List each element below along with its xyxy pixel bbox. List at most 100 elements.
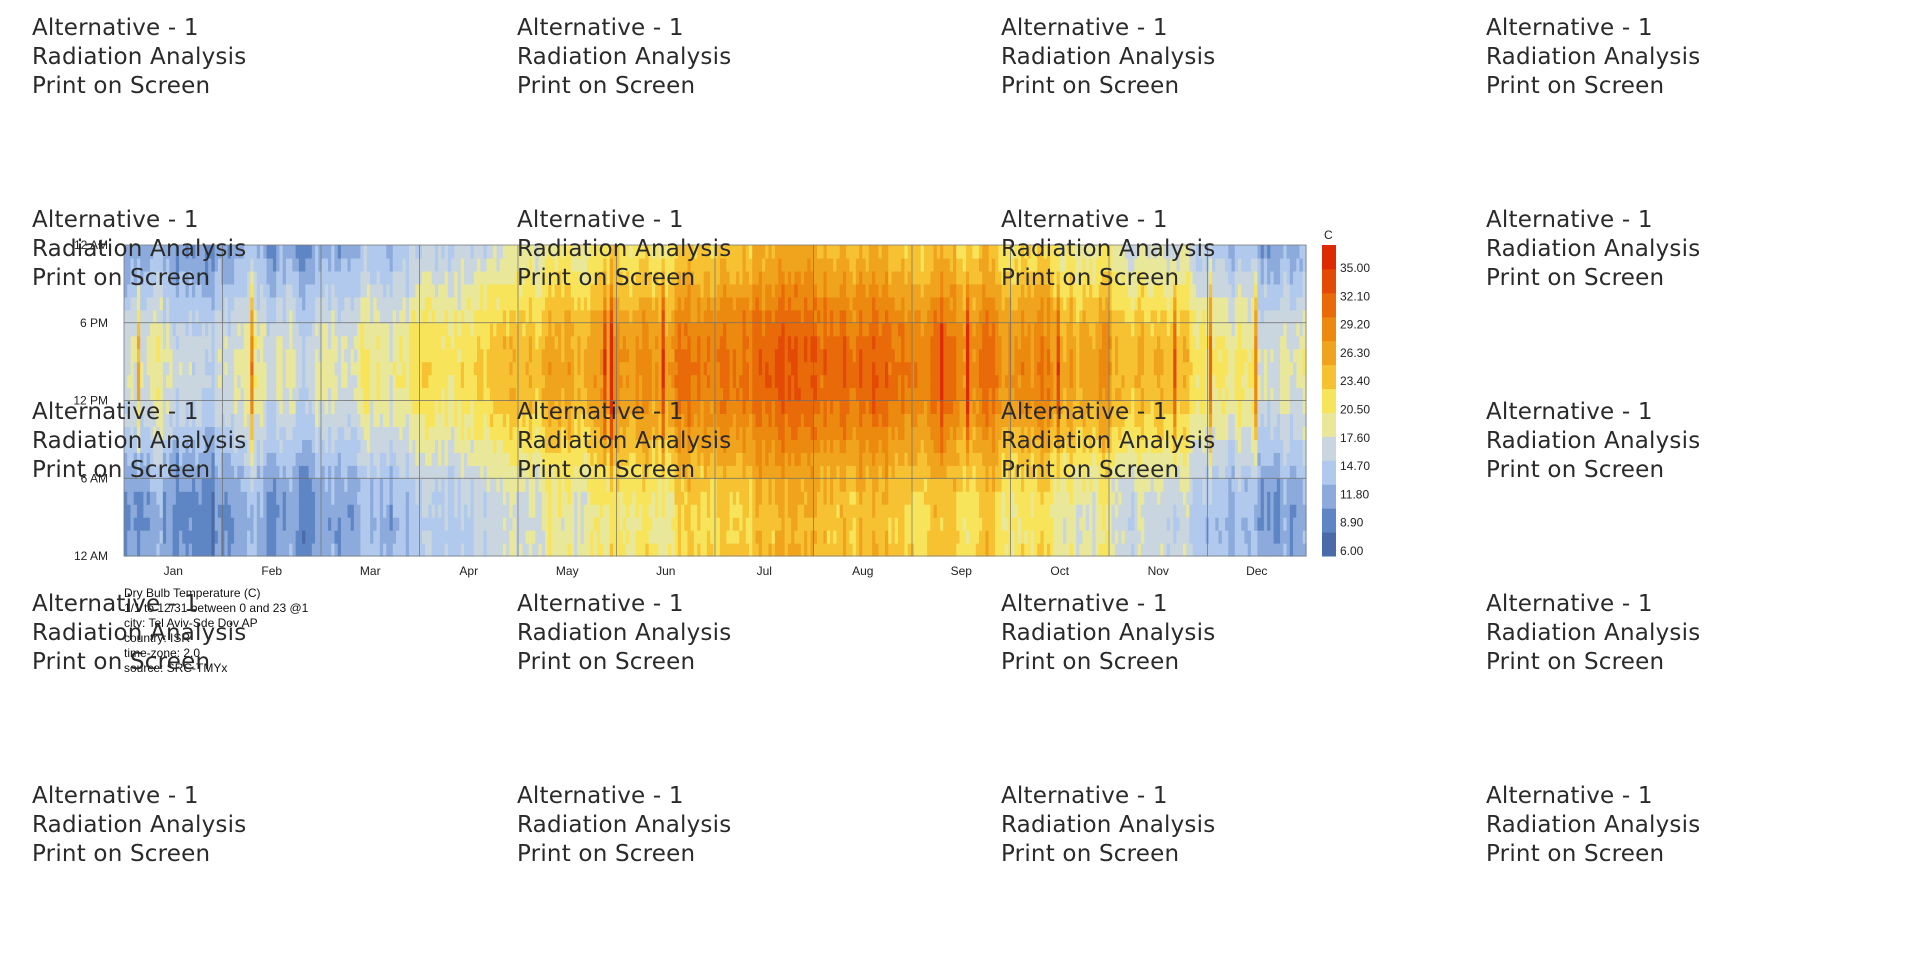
heatmap-cell — [243, 517, 248, 531]
heatmap-cell — [208, 387, 213, 402]
heatmap-cell — [263, 478, 268, 492]
heatmap-cell — [175, 439, 180, 453]
heatmap-cell — [221, 296, 225, 311]
heatmap-cell — [295, 283, 300, 298]
heatmap-cell — [156, 322, 161, 337]
heatmap-cell — [204, 504, 209, 518]
heatmap-cell — [224, 530, 229, 544]
heatmap-cell — [195, 517, 200, 531]
heatmap-cell — [230, 322, 235, 337]
heatmap-cell — [198, 296, 203, 311]
heatmap-cell — [179, 387, 183, 402]
heatmap-cell — [217, 257, 222, 272]
heatmap-cell — [214, 400, 219, 415]
heatmap-cell — [166, 439, 170, 453]
heatmap-cell — [276, 504, 281, 518]
heatmap-cell — [282, 504, 287, 518]
heatmap-cell — [182, 283, 187, 298]
heatmap-cell — [146, 387, 151, 402]
heatmap-cell — [260, 400, 264, 415]
heatmap-cell — [130, 400, 135, 415]
heatmap-cell — [217, 270, 222, 285]
heatmap-cell — [130, 504, 135, 518]
heatmap-cell — [256, 348, 261, 363]
heatmap-cell — [185, 309, 190, 324]
heatmap-cell — [272, 309, 277, 324]
heatmap-cell — [146, 543, 151, 557]
heatmap-cell — [211, 413, 216, 428]
heatmap-cell — [198, 491, 203, 505]
heatmap-cell — [133, 348, 138, 363]
heatmap-cell — [179, 452, 183, 466]
heatmap-cell — [124, 465, 128, 479]
heatmap-cell — [266, 245, 271, 259]
heatmap-cell — [214, 439, 219, 453]
heatmap-cell — [143, 504, 148, 518]
heatmap-cell — [149, 504, 154, 518]
heatmap-cell — [130, 257, 135, 272]
heatmap-cell — [179, 348, 183, 363]
heatmap-cell — [156, 245, 161, 259]
heatmap-cell — [179, 296, 183, 311]
heatmap-cell — [204, 400, 209, 415]
heatmap-cell — [204, 283, 209, 298]
heatmap-cell — [266, 426, 271, 440]
heatmap-cell — [289, 400, 293, 415]
heatmap-cell — [146, 348, 151, 363]
heatmap-cell — [240, 478, 245, 492]
heatmap-cell — [250, 322, 255, 337]
heatmap-cell — [247, 361, 251, 376]
heatmap-cell — [166, 504, 170, 518]
heatmap-cell — [292, 543, 297, 557]
heatmap-cell — [292, 296, 297, 311]
heatmap-cell — [256, 478, 261, 492]
heatmap-cell — [295, 439, 300, 453]
heatmap-cell — [188, 439, 193, 453]
heatmap-cell — [192, 543, 196, 557]
heatmap-cell — [130, 374, 135, 389]
heatmap-cell — [269, 452, 274, 466]
heatmap-cell — [146, 504, 151, 518]
heatmap-cell — [169, 530, 174, 544]
heatmap-cell — [282, 543, 287, 557]
heatmap-cell — [185, 543, 190, 557]
heatmap-cell — [243, 387, 248, 402]
heatmap-cell — [182, 270, 187, 285]
heatmap-cell — [279, 361, 284, 376]
heatmap-cell — [221, 465, 225, 479]
heatmap-cell — [175, 400, 180, 415]
heatmap-cell — [247, 439, 251, 453]
heatmap-cell — [182, 413, 187, 428]
heatmap-cell — [188, 491, 193, 505]
heatmap-cell — [224, 517, 229, 531]
heatmap-cell — [175, 452, 180, 466]
heatmap-cell — [179, 257, 183, 272]
heatmap-cell — [240, 374, 245, 389]
heatmap-cell — [182, 491, 187, 505]
heatmap-cell — [250, 400, 255, 415]
heatmap-cell — [269, 322, 274, 337]
heatmap-cell — [282, 335, 287, 350]
heatmap-cell — [240, 517, 245, 531]
heatmap-cell — [253, 465, 258, 479]
heatmap-cell — [221, 387, 225, 402]
heatmap-cell — [166, 543, 170, 557]
heatmap-cell — [240, 335, 245, 350]
heatmap-cell — [133, 257, 138, 272]
heatmap-cell — [266, 374, 271, 389]
heatmap-cell — [237, 543, 242, 557]
heatmap-cell — [269, 335, 274, 350]
heatmap-cell — [285, 413, 290, 428]
heatmap-cell — [243, 309, 248, 324]
heatmap-cell — [143, 322, 148, 337]
heatmap-cell — [133, 491, 138, 505]
heatmap-cell — [253, 530, 258, 544]
heatmap-cell — [282, 465, 287, 479]
heatmap-cell — [153, 543, 157, 557]
heatmap-cell — [127, 309, 132, 324]
heatmap-cell — [266, 257, 271, 272]
heatmap-cell — [247, 309, 251, 324]
heatmap-cell — [182, 296, 187, 311]
heatmap-cell — [234, 270, 238, 285]
heatmap-cell — [153, 374, 157, 389]
